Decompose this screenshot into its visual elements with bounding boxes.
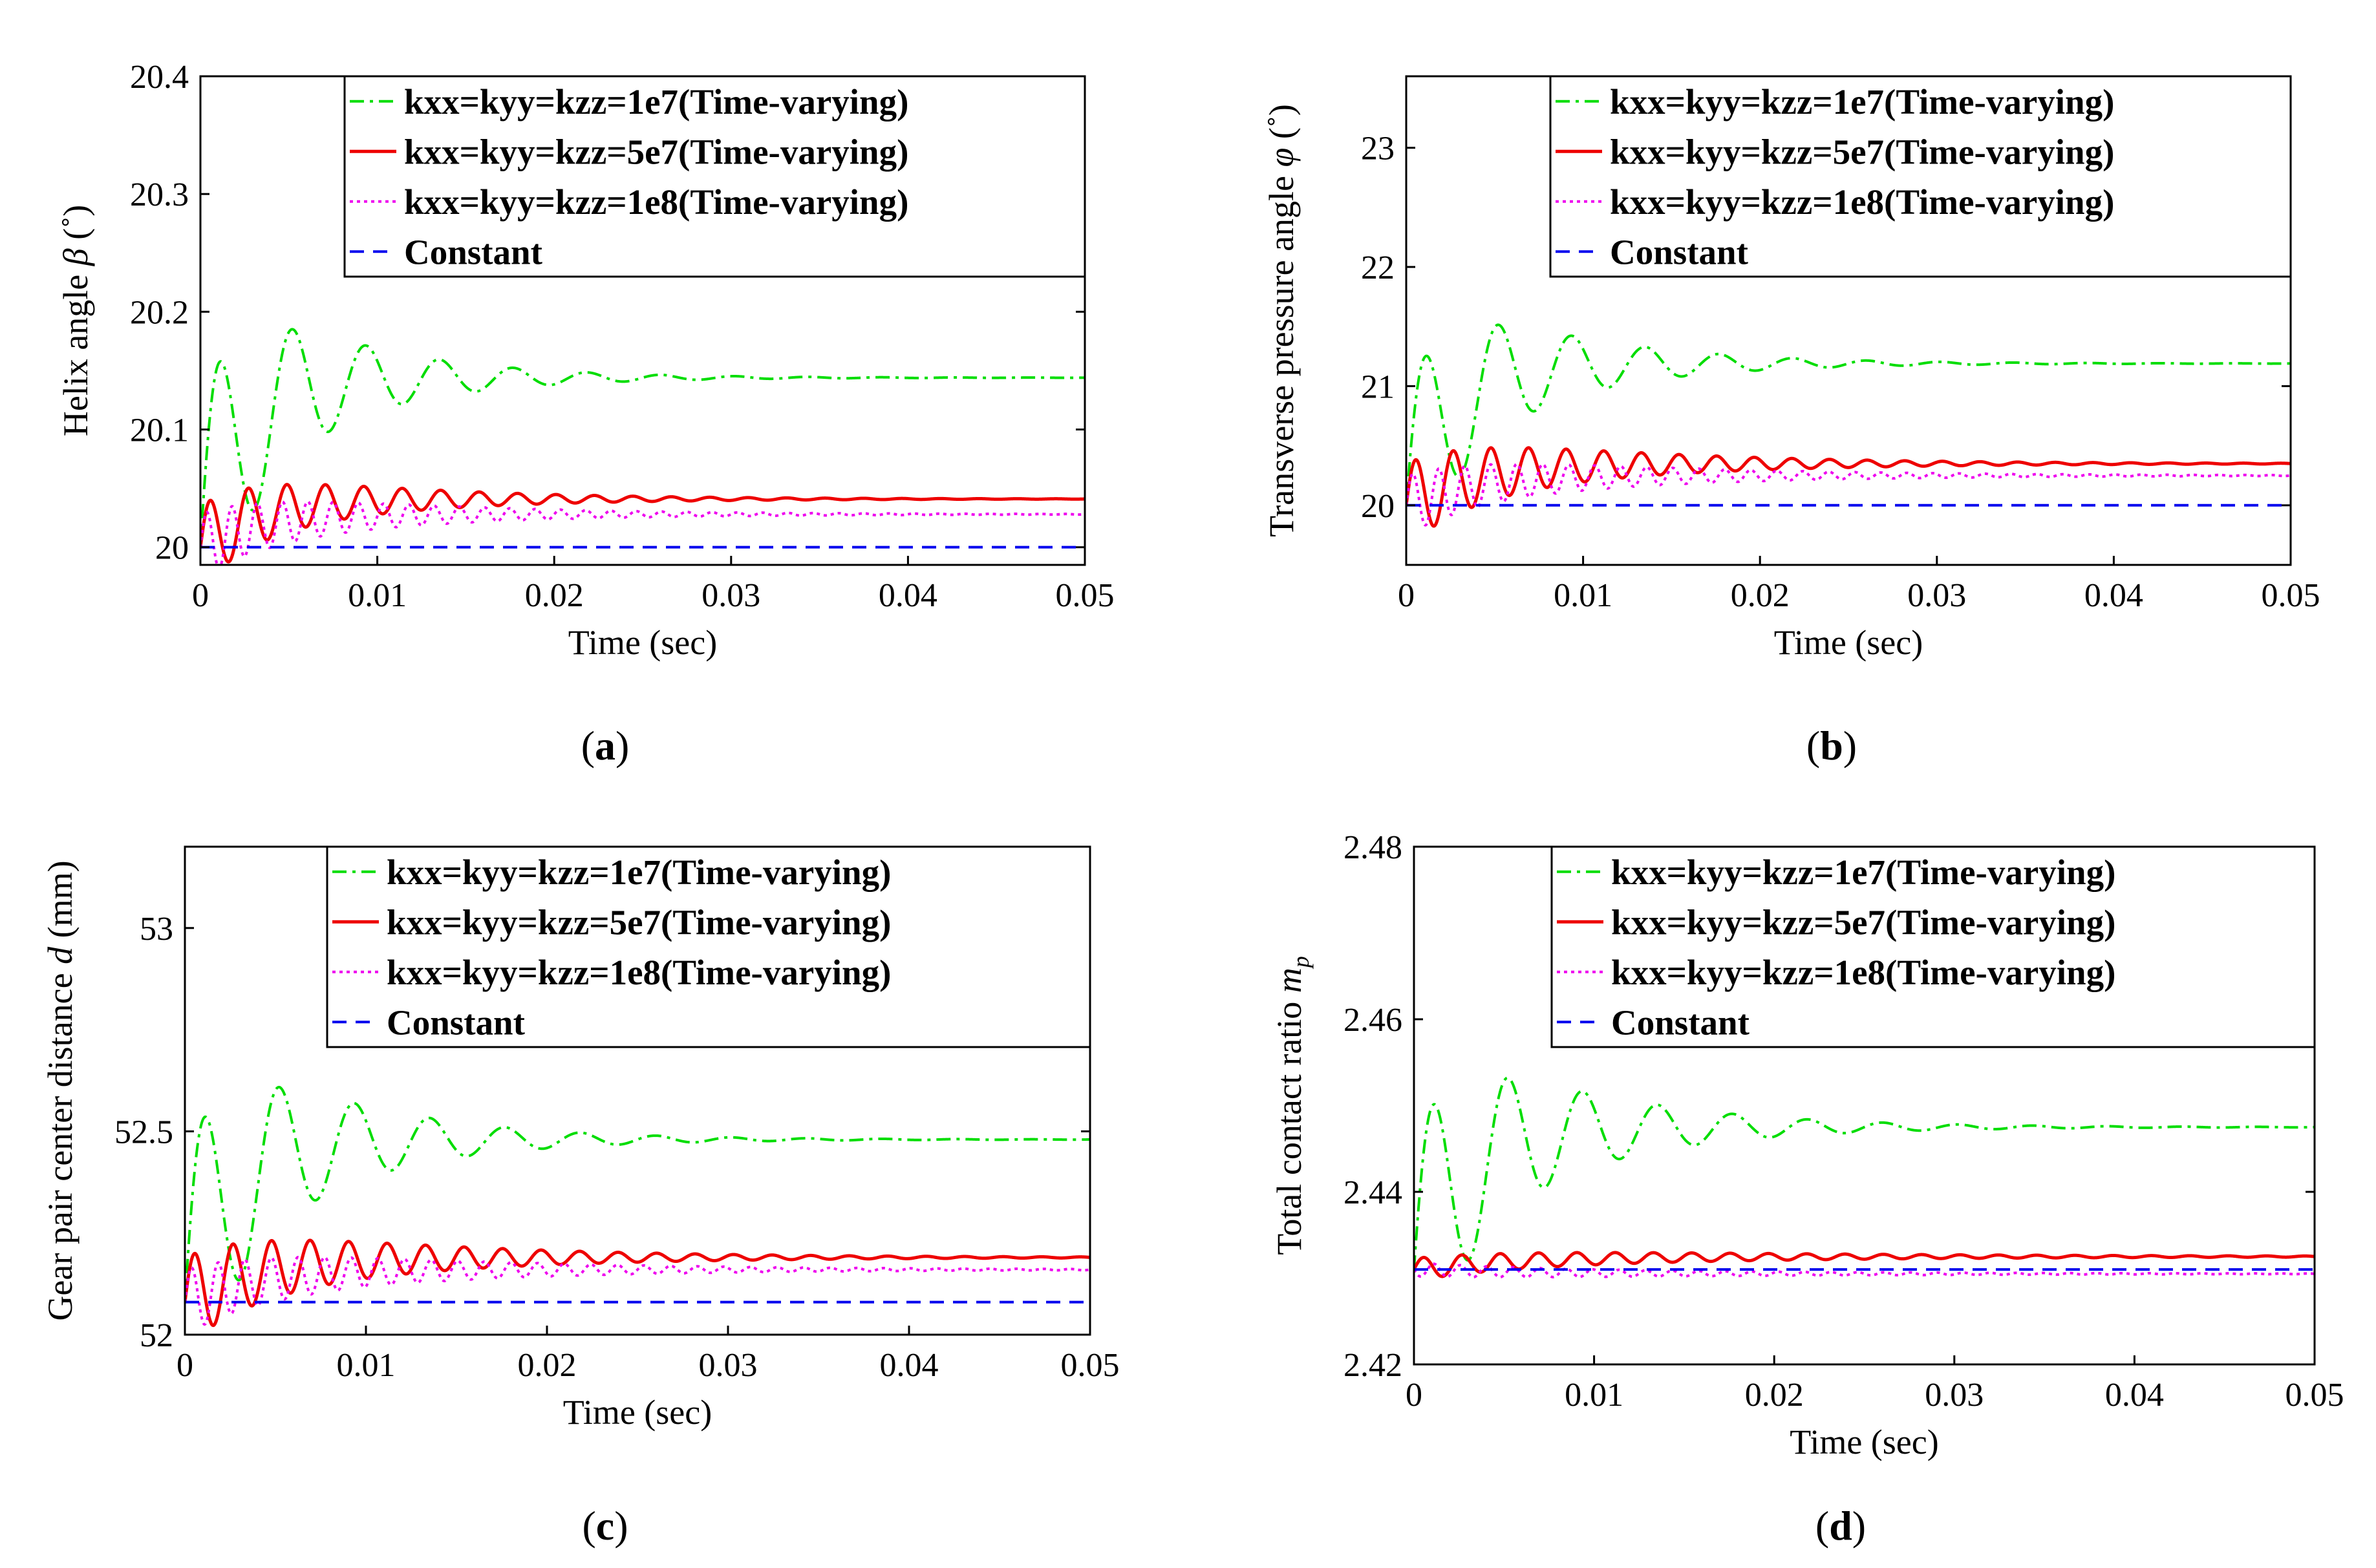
legend-entry-label: kxx=kyy=kzz=1e7(Time-varying) [404,82,908,122]
y-axis-label: Total contact ratio mp [1270,956,1314,1255]
y-tick-label: 52 [140,1317,173,1354]
x-tick-label: 0 [177,1347,193,1384]
series-group [1406,323,2291,528]
x-tick-label: 0.03 [1925,1377,1984,1414]
chart-panel-3: 0 0.01 0.02 0.03 0.04 0.05 52 52.5 53 Time (sec) G… [41,845,1120,1549]
y-axis-label: Transverse pressure angle φ (˚) [1262,104,1301,537]
series-line-1 [1414,1076,2315,1270]
y-tick-label: 20 [155,530,189,567]
series-group [200,328,1085,565]
legend-entry-label: kxx=kyy=kzz=1e8(Time-varying) [1610,182,2114,222]
legend: kxx=kyy=kzz=1e7(Time-varying) kxx=kyy=kzz… [326,845,1091,1048]
y-tick-label: 22 [1361,249,1395,286]
x-tick-label: 0.02 [525,577,584,614]
panel-label: (b) [1806,723,1857,768]
x-tick-label: 0.01 [1565,1377,1623,1414]
legend-entry-label: Constant [1611,1002,1750,1042]
series-line-1 [185,1085,1090,1302]
y-axis-label: Gear pair center distance d (mm) [41,860,80,1320]
x-axis-label: Time (sec) [1774,623,1923,662]
legend-box [1550,845,2316,1048]
x-tick-label: 0.05 [1061,1347,1120,1384]
x-tick-label: 0.02 [518,1347,577,1384]
panel-label: (a) [581,723,630,768]
legend-entry-label: kxx=kyy=kzz=1e7(Time-varying) [1611,853,2115,892]
x-tick-label: 0.02 [1745,1377,1804,1414]
series-line-3 [185,1255,1090,1326]
y-tick-label: 2.46 [1343,1002,1402,1039]
series-line-2 [185,1238,1090,1328]
series-line-2 [1406,446,2291,528]
y-tick-label: 2.48 [1343,829,1402,866]
y-tick-label: 53 [140,911,173,948]
legend-box [1549,75,2292,278]
legend: kxx=kyy=kzz=1e7(Time-varying) kxx=kyy=kzz… [1549,75,2292,278]
series-line-3 [200,500,1085,565]
legend-entry-label: kxx=kyy=kzz=5e7(Time-varying) [1611,902,2115,942]
x-tick-label: 0.04 [879,577,937,614]
x-tick-label: 0.01 [348,577,407,614]
legend-entry-label: Constant [404,232,543,271]
legend-entry-label: Constant [387,1002,526,1042]
x-tick-label: 0.03 [699,1347,758,1384]
legend-entry-label: kxx=kyy=kzz=1e8(Time-varying) [1611,953,2115,992]
x-axis-label: Time (sec) [563,1393,712,1432]
y-tick-label: 20.2 [130,294,189,331]
x-axis-label: Time (sec) [568,623,717,662]
chart-panel-1: 0 0.01 0.02 0.03 0.04 0.05 20 20.1 20.2 20.3 20.4 T… [56,59,1115,768]
y-tick-label: 23 [1361,131,1395,167]
series-group [185,1085,1090,1328]
legend-entry-label: kxx=kyy=kzz=1e7(Time-varying) [1610,82,2114,122]
x-tick-label: 0.05 [2285,1377,2344,1414]
panel-label: (c) [582,1503,628,1549]
x-tick-label: 0.05 [1056,577,1115,614]
x-tick-label: 0.01 [1554,577,1612,614]
series-line-1 [1406,323,2291,505]
series-line-2 [200,483,1085,564]
y-tick-label: 20.1 [130,412,189,449]
x-axis-label: Time (sec) [1790,1423,1938,1461]
x-tick-label: 0.03 [1907,577,1966,614]
y-axis-label: Helix angle β (˚) [56,205,95,436]
x-tick-label: 0.03 [701,577,760,614]
x-tick-label: 0 [192,577,209,614]
x-tick-label: 0 [1398,577,1415,614]
y-tick-label: 20.3 [130,176,189,213]
series-line-2 [1414,1251,2315,1278]
series-line-3 [1406,462,2291,527]
series-group [1414,1076,2315,1279]
chart-panel-4: 0 0.01 0.02 0.03 0.04 0.05 2.42 2.44 2.46 2.48 Tim… [1270,829,2344,1549]
chart-panel-2: 0 0.01 0.02 0.03 0.04 0.05 20 21 22 23 Time (sec) T… [1262,75,2320,768]
legend-entry-label: kxx=kyy=kzz=1e8(Time-varying) [387,953,891,992]
y-tick-label: 20.4 [130,59,189,96]
series-line-1 [200,328,1085,547]
y-tick-label: 2.44 [1343,1174,1402,1211]
legend-entry-label: kxx=kyy=kzz=5e7(Time-varying) [404,132,908,171]
legend: kxx=kyy=kzz=1e7(Time-varying) kxx=kyy=kzz… [1550,845,2316,1048]
legend-entry-label: kxx=kyy=kzz=5e7(Time-varying) [1610,132,2114,171]
y-tick-label: 20 [1361,488,1395,525]
legend-box [326,845,1091,1048]
y-tick-label: 21 [1361,368,1395,405]
x-tick-label: 0.05 [2262,577,2320,614]
panel-label: (d) [1815,1503,1866,1549]
x-tick-label: 0.01 [337,1347,396,1384]
x-tick-label: 0.04 [880,1347,939,1384]
x-tick-label: 0.04 [2084,577,2143,614]
x-tick-label: 0.04 [2105,1377,2164,1414]
x-tick-label: 0.02 [1731,577,1790,614]
legend-box [343,75,1086,278]
legend: kxx=kyy=kzz=1e7(Time-varying) kxx=kyy=kzz… [343,75,1086,278]
y-tick-label: 52.5 [114,1114,173,1150]
y-tick-label: 2.42 [1343,1347,1402,1384]
legend-entry-label: kxx=kyy=kzz=1e8(Time-varying) [404,182,908,222]
legend-entry-label: Constant [1610,232,1749,271]
legend-entry-label: kxx=kyy=kzz=1e7(Time-varying) [387,853,891,892]
x-tick-label: 0 [1406,1377,1422,1414]
legend-entry-label: kxx=kyy=kzz=5e7(Time-varying) [387,902,891,942]
